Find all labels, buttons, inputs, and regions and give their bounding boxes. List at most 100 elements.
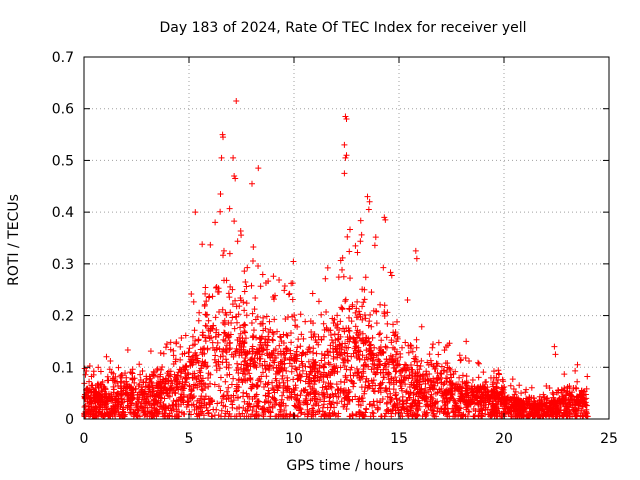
data-point — [412, 376, 419, 383]
data-point — [255, 403, 262, 410]
data-point — [306, 344, 313, 351]
data-point — [339, 266, 346, 273]
data-point — [162, 344, 169, 351]
data-point — [573, 396, 580, 403]
data-point — [273, 413, 280, 420]
data-point — [389, 359, 396, 366]
data-point — [253, 334, 260, 341]
data-point — [286, 290, 293, 297]
data-point — [217, 191, 224, 198]
data-point — [384, 309, 391, 316]
data-point — [524, 401, 531, 408]
data-point — [277, 348, 284, 355]
data-point — [255, 165, 262, 172]
data-point — [212, 359, 219, 366]
data-point — [370, 410, 377, 417]
data-point — [471, 400, 478, 407]
data-point — [294, 413, 301, 420]
data-point — [401, 361, 408, 368]
data-point — [433, 360, 440, 367]
data-point — [355, 398, 362, 405]
data-point — [421, 390, 428, 397]
data-point — [357, 217, 364, 224]
data-point — [260, 314, 267, 321]
data-point — [543, 382, 550, 389]
data-point — [372, 307, 379, 314]
data-point — [246, 393, 253, 400]
data-point — [110, 370, 117, 377]
data-point — [181, 350, 188, 357]
data-point — [214, 400, 221, 407]
data-point — [469, 392, 476, 399]
data-point — [175, 369, 182, 376]
data-point — [293, 351, 300, 358]
data-point — [114, 390, 121, 397]
data-point — [373, 320, 380, 327]
data-point — [493, 385, 500, 392]
data-point — [93, 392, 100, 399]
data-point — [412, 247, 419, 254]
data-point — [207, 380, 214, 387]
data-point — [295, 336, 302, 343]
y-tick-label: 0.3 — [52, 257, 74, 273]
data-point — [318, 336, 325, 343]
data-point — [535, 405, 542, 412]
data-point — [234, 360, 241, 367]
data-point — [159, 364, 166, 371]
data-point — [379, 379, 386, 386]
data-point — [269, 385, 276, 392]
data-point — [563, 403, 570, 410]
data-point — [105, 411, 112, 418]
data-point — [397, 383, 404, 390]
data-point — [295, 375, 302, 382]
data-point — [324, 391, 331, 398]
data-point — [522, 389, 529, 396]
data-point — [225, 413, 232, 420]
data-point — [423, 409, 430, 416]
data-point — [437, 376, 444, 382]
data-point — [261, 358, 268, 365]
data-point — [241, 398, 248, 405]
x-tick-labels: 0 5 10 15 20 25 — [80, 431, 618, 447]
data-point — [579, 400, 586, 407]
data-point — [229, 401, 236, 408]
data-point — [556, 397, 563, 404]
data-point — [197, 346, 204, 353]
data-point — [514, 405, 521, 412]
data-point — [254, 349, 261, 356]
data-point — [88, 407, 95, 414]
x-axis-label: GPS time / hours — [286, 458, 403, 474]
data-point — [481, 384, 488, 391]
data-point — [263, 397, 270, 404]
data-point — [580, 391, 587, 398]
data-point — [172, 390, 179, 397]
data-point — [84, 408, 91, 415]
data-point — [209, 413, 216, 420]
data-point — [442, 360, 449, 367]
data-point — [203, 298, 210, 305]
data-point — [246, 348, 253, 355]
data-point — [375, 357, 382, 364]
data-point — [239, 338, 246, 345]
data-point — [302, 399, 309, 406]
data-point — [306, 380, 313, 387]
data-point — [363, 354, 370, 361]
data-point — [399, 413, 406, 420]
data-point — [143, 375, 150, 382]
data-point — [347, 275, 354, 282]
data-point — [359, 411, 366, 418]
data-point — [270, 365, 277, 372]
data-point — [188, 290, 195, 297]
data-point — [462, 355, 469, 362]
data-point — [302, 318, 309, 325]
data-point — [225, 395, 232, 402]
data-point — [219, 395, 226, 402]
data-point — [377, 301, 384, 308]
data-point — [374, 404, 381, 411]
data-point — [241, 321, 248, 328]
data-point — [128, 402, 135, 409]
data-point — [299, 367, 306, 374]
data-point — [227, 345, 234, 352]
data-point — [242, 329, 249, 336]
data-point — [231, 172, 238, 179]
